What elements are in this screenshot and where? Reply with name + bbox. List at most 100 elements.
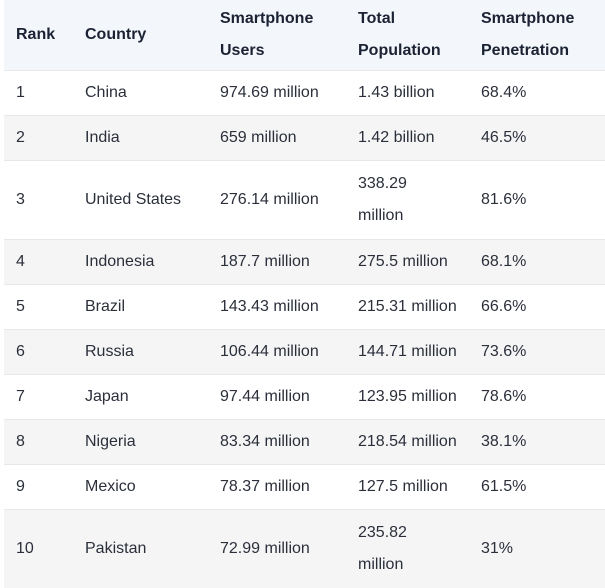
penetration-cell-text: 31% — [481, 540, 513, 557]
total-population-cell: 1.42 billion — [346, 116, 469, 161]
total-population-cell-text: 218.54 million — [358, 433, 457, 450]
rank-cell-text: 4 — [16, 253, 25, 270]
penetration-cell: 38.1% — [469, 420, 605, 465]
total-population-cell: 218.54 million — [346, 420, 469, 465]
country-cell: Mexico — [73, 465, 208, 510]
rank-cell: 1 — [4, 71, 73, 116]
country-cell: Nigeria — [73, 420, 208, 465]
smartphone-users-cell-text: 106.44 million — [220, 343, 319, 360]
country-cell: Pakistan — [73, 510, 208, 588]
rank-cell: 3 — [4, 161, 73, 240]
country-cell: United States — [73, 161, 208, 240]
penetration-cell-text: 81.6% — [481, 191, 526, 208]
country-cell: Indonesia — [73, 240, 208, 285]
table-row: 2 India 659 million 1.42 billion 46.5% — [4, 116, 605, 161]
penetration-cell-text: 38.1% — [481, 433, 526, 450]
rank-cell: 6 — [4, 330, 73, 375]
penetration-cell: 78.6% — [469, 375, 605, 420]
smartphone-users-cell-text: 974.69 million — [220, 84, 319, 101]
table-row: 7 Japan 97.44 million 123.95 million 78.6% — [4, 375, 605, 420]
rank-cell: 8 — [4, 420, 73, 465]
rank-cell: 10 — [4, 510, 73, 588]
smartphone-users-cell: 276.14 million — [208, 161, 346, 240]
smartphone-users-cell: 106.44 million — [208, 330, 346, 375]
rank-cell-text: 2 — [16, 129, 25, 146]
total-population-cell-text: 1.42 billion — [358, 129, 435, 146]
country-cell: Brazil — [73, 285, 208, 330]
penetration-cell: 81.6% — [469, 161, 605, 240]
total-population-cell: 127.5 million — [346, 465, 469, 510]
country-cell-text: Mexico — [85, 478, 136, 495]
header-row: Rank Country Smartphone Users Total Popu… — [4, 0, 605, 71]
total-population-cell-text: 123.95 million — [358, 388, 457, 405]
header-rank: Rank — [4, 0, 73, 71]
total-population-cell-text: 215.31 million — [358, 298, 457, 315]
total-population-cell: 144.71 million — [346, 330, 469, 375]
total-population-cell-text: 144.71 million — [358, 343, 457, 360]
penetration-cell-text: 66.6% — [481, 298, 526, 315]
rank-cell-text: 1 — [16, 84, 25, 101]
header-total-population: Total Population — [346, 0, 469, 71]
total-population-cell-text: 127.5 million — [358, 478, 448, 495]
total-population-cell: 338.29 million — [346, 161, 469, 240]
country-cell-text: Pakistan — [85, 540, 146, 557]
penetration-cell: 61.5% — [469, 465, 605, 510]
header-country: Country — [73, 0, 208, 71]
smartphone-users-cell-text: 97.44 million — [220, 388, 310, 405]
total-population-cell: 1.43 billion — [346, 71, 469, 116]
penetration-cell-text: 46.5% — [481, 129, 526, 146]
smartphone-users-cell: 83.34 million — [208, 420, 346, 465]
country-cell: China — [73, 71, 208, 116]
penetration-cell: 68.1% — [469, 240, 605, 285]
country-cell: Russia — [73, 330, 208, 375]
rank-cell: 5 — [4, 285, 73, 330]
table-row: 8 Nigeria 83.34 million 218.54 million 38.1% — [4, 420, 605, 465]
rank-cell-text: 9 — [16, 478, 25, 495]
country-cell: Japan — [73, 375, 208, 420]
total-population-cell: 123.95 million — [346, 375, 469, 420]
penetration-cell: 66.6% — [469, 285, 605, 330]
total-population-cell: 235.82 million — [346, 510, 469, 588]
country-cell: India — [73, 116, 208, 161]
rank-cell-text: 3 — [16, 191, 25, 208]
table-row: 5 Brazil 143.43 million 215.31 million 66.6% — [4, 285, 605, 330]
table-row: 9 Mexico 78.37 million 127.5 million 61.5% — [4, 465, 605, 510]
penetration-cell-text: 68.1% — [481, 253, 526, 270]
smartphone-users-table: Rank Country Smartphone Users Total Popu… — [4, 0, 605, 588]
rank-cell-text: 10 — [16, 540, 34, 557]
smartphone-users-cell: 187.7 million — [208, 240, 346, 285]
penetration-cell: 46.5% — [469, 116, 605, 161]
penetration-cell: 73.6% — [469, 330, 605, 375]
penetration-cell-text: 73.6% — [481, 343, 526, 360]
header-smartphone-penetration: Smartphone Penetration — [469, 0, 605, 71]
penetration-cell: 31% — [469, 510, 605, 588]
table-row: 4 Indonesia 187.7 million 275.5 million 68.1… — [4, 240, 605, 285]
table-row: 6 Russia 106.44 million 144.71 million 73.6% — [4, 330, 605, 375]
smartphone-users-cell-text: 187.7 million — [220, 253, 310, 270]
total-population-cell-text: 338.29 million — [358, 168, 428, 232]
smartphone-users-cell-text: 72.99 million — [220, 540, 310, 557]
country-cell-text: Nigeria — [85, 433, 136, 450]
country-cell-text: Russia — [85, 343, 134, 360]
country-cell-text: Indonesia — [85, 253, 154, 270]
smartphone-users-cell-text: 659 million — [220, 129, 296, 146]
smartphone-users-cell: 72.99 million — [208, 510, 346, 588]
penetration-cell-text: 78.6% — [481, 388, 526, 405]
total-population-cell: 215.31 million — [346, 285, 469, 330]
rank-cell-text: 6 — [16, 343, 25, 360]
total-population-cell-text: 275.5 million — [358, 253, 448, 270]
country-cell-text: Japan — [85, 388, 129, 405]
smartphone-users-cell: 97.44 million — [208, 375, 346, 420]
table-row: 10 Pakistan 72.99 million 235.82 million 31% — [4, 510, 605, 588]
penetration-cell-text: 61.5% — [481, 478, 526, 495]
rank-cell-text: 5 — [16, 298, 25, 315]
total-population-cell: 275.5 million — [346, 240, 469, 285]
rank-cell-text: 7 — [16, 388, 25, 405]
smartphone-users-cell-text: 83.34 million — [220, 433, 310, 450]
smartphone-users-cell-text: 143.43 million — [220, 298, 319, 315]
rank-cell: 2 — [4, 116, 73, 161]
smartphone-users-cell: 143.43 million — [208, 285, 346, 330]
rank-cell: 4 — [4, 240, 73, 285]
smartphone-users-cell: 78.37 million — [208, 465, 346, 510]
